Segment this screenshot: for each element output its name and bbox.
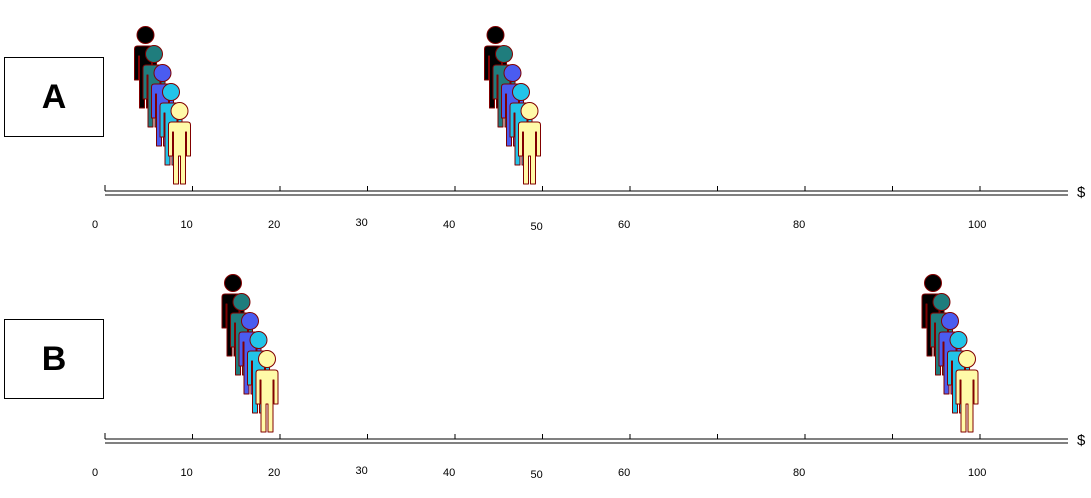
tick-label: 100 <box>968 219 986 231</box>
person-icon <box>255 350 279 433</box>
tick-label: 80 <box>793 219 805 231</box>
person-group <box>921 274 979 433</box>
person-body <box>168 121 191 185</box>
tick-label: 30 <box>356 465 368 477</box>
tick-label: 0 <box>92 467 98 479</box>
person-head <box>932 293 951 311</box>
person-head <box>136 26 155 44</box>
person-head <box>162 83 180 101</box>
person-group <box>134 26 191 185</box>
person-head <box>224 274 242 292</box>
tick-label: 10 <box>181 467 193 479</box>
tick-label: 50 <box>531 469 543 481</box>
person-body <box>955 369 979 433</box>
person-icon <box>168 102 191 185</box>
person-head <box>924 274 942 292</box>
tick-label: 40 <box>443 467 455 479</box>
panel-a: $0 10 20 30 40 50 60 80 100 <box>92 26 1086 233</box>
panel-b-label: B <box>4 319 104 399</box>
person-head <box>258 350 276 368</box>
tick-label: 60 <box>618 219 630 231</box>
tick-label: 100 <box>968 467 986 479</box>
person-body <box>255 369 279 433</box>
panel-a-label: A <box>4 57 104 137</box>
person-head <box>170 102 189 120</box>
person-head <box>241 312 259 330</box>
person-head <box>486 26 505 44</box>
tick-label: 40 <box>443 219 455 231</box>
tick-label: 60 <box>618 467 630 479</box>
currency-symbol: $ <box>1077 184 1086 201</box>
person-head <box>520 102 539 120</box>
person-head <box>153 64 172 82</box>
tick-label: 80 <box>793 467 805 479</box>
person-icon <box>518 102 541 185</box>
tick-label: 30 <box>356 217 368 229</box>
currency-symbol: $ <box>1077 432 1086 449</box>
tick-label: 10 <box>181 219 193 231</box>
tick-label: 20 <box>268 467 280 479</box>
tick-label: 20 <box>268 219 280 231</box>
person-head <box>512 83 530 101</box>
person-head <box>145 45 163 63</box>
person-head <box>249 331 268 349</box>
person-head <box>958 350 976 368</box>
person-head <box>949 331 968 349</box>
tick-label: 0 <box>92 219 98 231</box>
panel-b: $0 10 20 30 40 50 60 80 100 <box>92 274 1086 481</box>
tick-label: 50 <box>531 221 543 233</box>
person-group <box>221 274 279 433</box>
person-head <box>232 293 251 311</box>
person-head <box>503 64 522 82</box>
person-icon <box>955 350 979 433</box>
person-body <box>518 121 541 185</box>
person-head <box>941 312 959 330</box>
person-group <box>484 26 541 185</box>
person-head <box>495 45 513 63</box>
